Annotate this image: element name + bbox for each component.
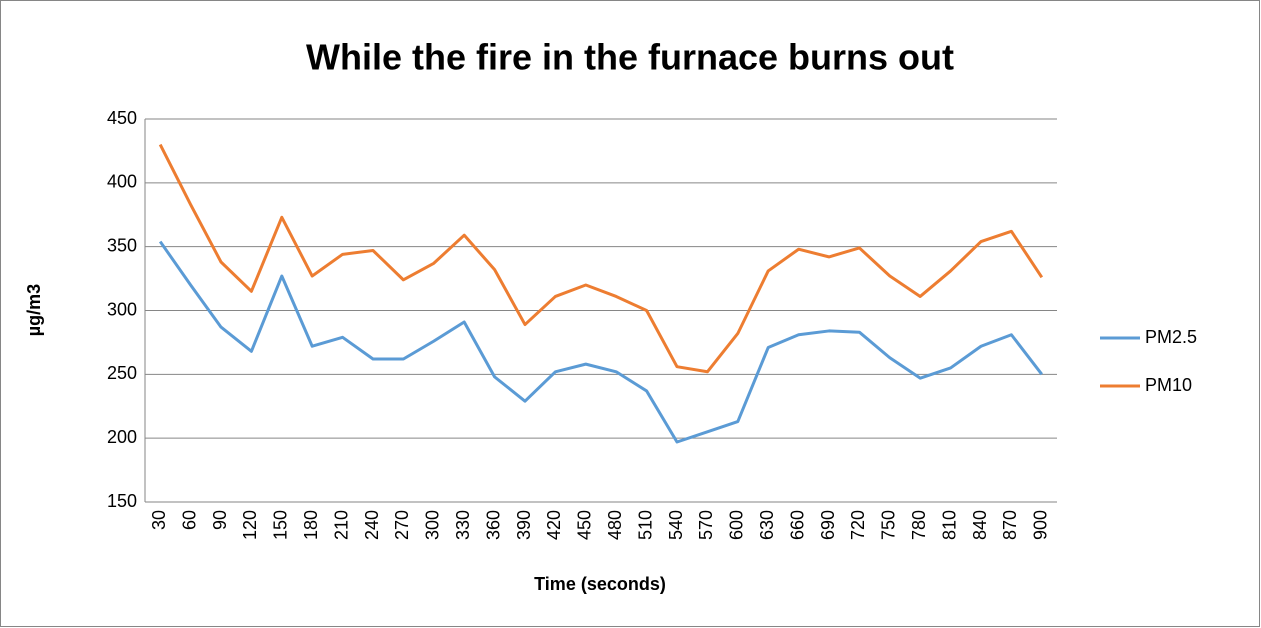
x-tick-label: 300 xyxy=(423,510,443,540)
x-tick-label: 330 xyxy=(453,510,473,540)
x-tick-label: 180 xyxy=(301,510,321,540)
x-axis-label: Time (seconds) xyxy=(534,574,666,594)
x-tick-label: 900 xyxy=(1031,510,1051,540)
x-tick-label: 450 xyxy=(575,510,595,540)
series-line xyxy=(158,143,1044,374)
y-tick-label: 300 xyxy=(107,299,137,319)
legend-label: PM10 xyxy=(1145,375,1192,395)
y-tick-label: 350 xyxy=(107,235,137,255)
x-tick-label: 540 xyxy=(666,510,686,540)
x-tick-label: 420 xyxy=(544,510,564,540)
x-tick-label: 360 xyxy=(483,510,503,540)
x-tick-label: 60 xyxy=(179,510,199,530)
x-tick-label: 390 xyxy=(514,510,534,540)
y-axis-label: µg/m3 xyxy=(24,284,44,336)
x-tick-label: 660 xyxy=(787,510,807,540)
chart-title: While the fire in the furnace burns out xyxy=(306,37,954,78)
x-tick-label: 510 xyxy=(635,510,655,540)
y-tick-label: 250 xyxy=(107,363,137,383)
x-tick-label: 270 xyxy=(392,510,412,540)
x-tick-label: 90 xyxy=(210,510,230,530)
y-tick-label: 150 xyxy=(107,491,137,511)
x-tick-label: 600 xyxy=(727,510,747,540)
y-tick-label: 200 xyxy=(107,427,137,447)
y-tick-label: 400 xyxy=(107,172,137,192)
x-tick-label: 810 xyxy=(939,510,959,540)
x-tick-label: 480 xyxy=(605,510,625,540)
x-tick-label: 690 xyxy=(818,510,838,540)
x-tick-label: 780 xyxy=(909,510,929,540)
legend-label: PM2.5 xyxy=(1145,327,1197,347)
x-tick-label: 750 xyxy=(879,510,899,540)
y-tick-label: 450 xyxy=(107,108,137,128)
x-tick-label: 570 xyxy=(696,510,716,540)
x-tick-label: 720 xyxy=(848,510,868,540)
x-tick-label: 210 xyxy=(331,510,351,540)
x-tick-label: 870 xyxy=(1000,510,1020,540)
x-tick-label: 630 xyxy=(757,510,777,540)
x-tick-label: 30 xyxy=(149,510,169,530)
x-tick-label: 240 xyxy=(362,510,382,540)
series-line xyxy=(158,240,1043,444)
x-tick-label: 120 xyxy=(240,510,260,540)
x-tick-label: 150 xyxy=(271,510,291,540)
x-tick-label: 840 xyxy=(970,510,990,540)
